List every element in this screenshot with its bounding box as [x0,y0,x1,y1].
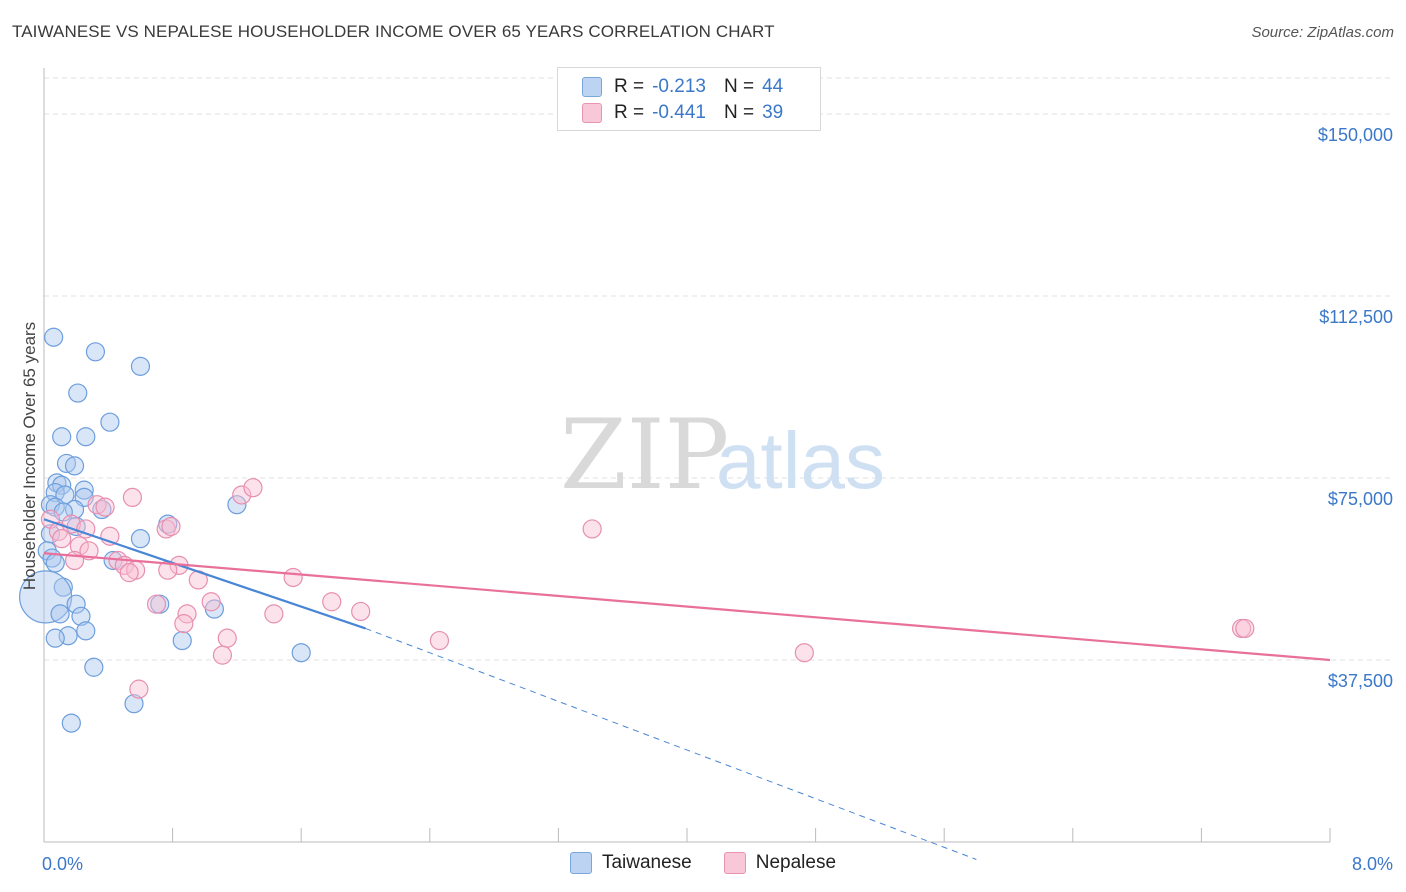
correlation-legend: R = -0.213 N = 44 R = -0.441 N = 39 [557,67,821,131]
taiwanese-point [66,594,86,614]
taiwanese-point [130,529,151,549]
taiwanese-points [19,327,311,733]
taiwanese-point [45,628,65,648]
taiwanese-point [68,383,88,403]
nepalese-point [79,541,99,561]
legend-r-value: -0.441 [652,102,706,123]
legend-item-nepalese: Nepalese [723,852,837,874]
taiwanese-point [76,621,96,641]
nepalese-point [129,679,149,699]
x-tick-label: 0.0% [42,854,83,874]
nepalese-point [1235,618,1255,639]
taiwanese-point [291,643,311,663]
nepalese-point [243,478,263,498]
y-tick-label: $112,500 [1319,307,1393,327]
taiwanese-point [130,356,151,376]
legend-n-label: N = [723,102,755,123]
taiwanese-point [64,456,85,476]
taiwanese-point [100,412,120,432]
source-label: Source: ZipAtlas.com [1251,24,1394,41]
nepalese-point [87,495,107,515]
watermark-zip: ZIP [560,399,729,511]
legend-row-taiwanese: R = -0.213 N = 44 [582,74,783,100]
taiwanese-point [50,604,70,624]
taiwanese-legend-swatch [569,852,592,874]
nepalese-points [40,478,1255,699]
axis-labels: $37,500 $75,000 $112,500 $150,000 0.0% 8.0% Ho… [20,125,1393,874]
legend-n-value: 44 [762,76,784,97]
legend-r-label: R = [614,76,645,97]
nepalese-point [322,592,342,612]
taiwanese-point [52,427,72,447]
taiwanese-point [76,427,96,447]
nepalese-point [232,485,252,505]
taiwanese-point [84,657,104,677]
legend-item-taiwanese: Taiwanese [569,852,692,874]
nepalese-point [201,592,221,612]
series-legend: Taiwanese Nepalese [0,852,1406,874]
nepalese-point [119,563,139,583]
nepalese-point [283,567,303,588]
grid-lines [44,77,1394,661]
taiwanese-trend-extension [365,627,977,860]
legend-n-label: N = [723,76,755,97]
nepalese-point [174,613,194,634]
taiwanese-point [56,453,77,474]
y-tick-label: $75,000 [1328,489,1393,509]
nepalese-point [95,497,115,517]
nepalese-swatch [582,103,602,123]
nepalese-point [69,536,89,556]
watermark-atlas: atlas [716,416,885,505]
legend-r-value: -0.213 [652,76,706,97]
nepalese-point [161,516,181,537]
axes [43,68,1331,843]
taiwanese-point [64,499,85,520]
taiwanese-point [74,480,94,500]
taiwanese-swatch [582,77,602,97]
y-axis-label: Householder Income Over 65 years [20,322,39,590]
taiwanese-trend-line [43,518,366,630]
nepalese-point [794,643,814,663]
chart-title: TAIWANESE VS NEPALESE HOUSEHOLDER INCOME… [12,22,775,41]
nepalese-point [217,628,237,648]
nepalese-point [351,601,371,622]
taiwanese-point [44,327,64,347]
taiwanese-point [227,495,247,515]
legend-r-label: R = [614,102,645,123]
x-tick-label: 8.0% [1352,854,1393,874]
trend-lines [43,518,1331,860]
nepalese-trend-line [43,552,1331,662]
nepalese-point [582,519,602,539]
nepalese-legend-swatch [723,852,746,874]
taiwanese-point [85,342,106,362]
legend-n-value: 39 [762,102,784,123]
taiwanese-point [45,553,65,573]
nepalese-point [146,594,167,614]
nepalese-point [76,519,96,539]
nepalese-point [122,487,143,508]
taiwanese-point [61,713,81,733]
nepalese-point [61,514,81,534]
nepalese-point [429,630,450,651]
legend-row-nepalese: R = -0.441 N = 39 [582,100,783,126]
legend-label-taiwanese: Taiwanese [601,852,692,873]
nepalese-point [212,645,233,665]
nepalese-point [52,529,72,549]
taiwanese-point [172,630,192,651]
y-tick-label: $150,000 [1318,125,1393,145]
taiwanese-point [71,606,91,626]
taiwanese-point [124,694,144,714]
nepalese-point [264,604,284,624]
y-tick-label: $37,500 [1328,671,1393,691]
legend-label-nepalese: Nepalese [755,852,837,873]
